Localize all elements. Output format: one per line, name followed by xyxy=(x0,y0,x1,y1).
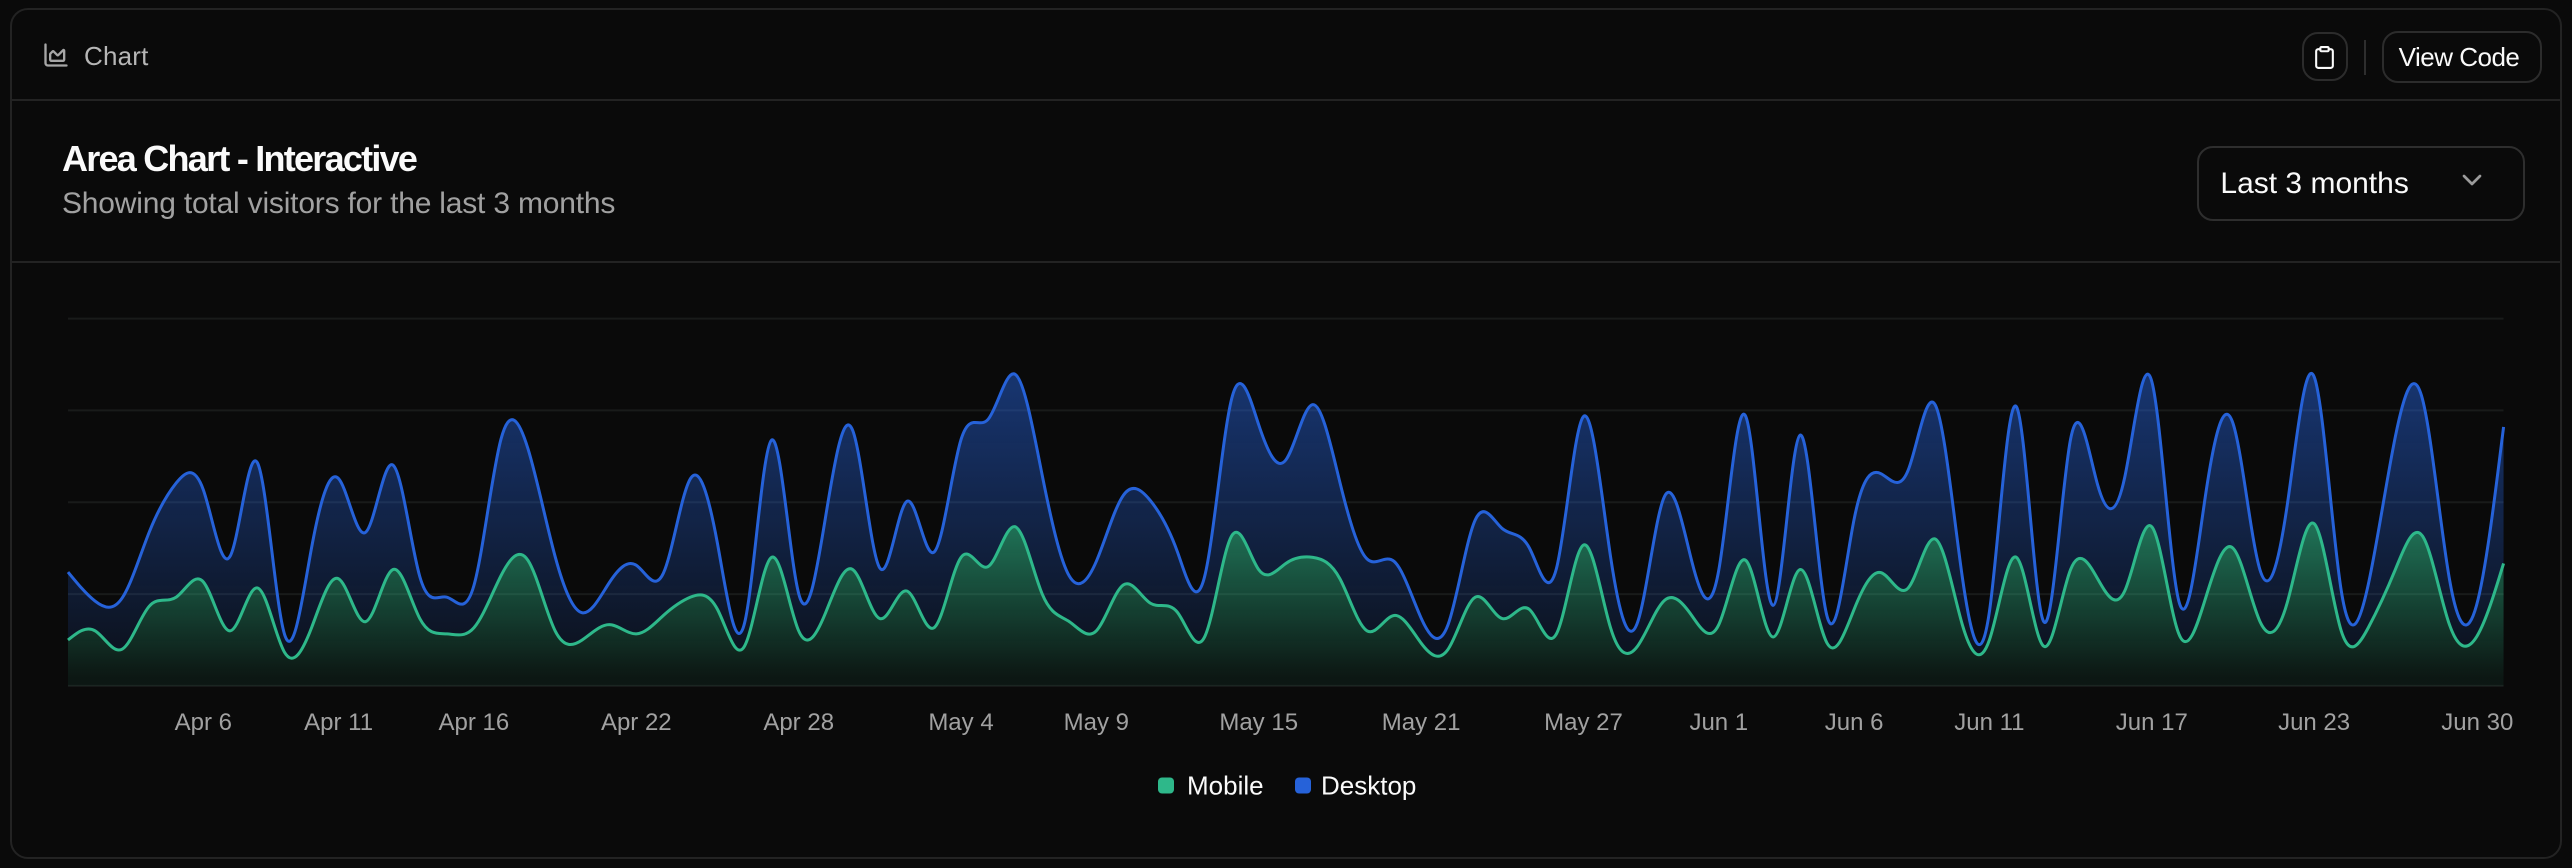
svg-text:Jun 23: Jun 23 xyxy=(2278,709,2350,736)
svg-text:Jun 6: Jun 6 xyxy=(1825,709,1884,736)
svg-text:Apr 11: Apr 11 xyxy=(304,709,373,736)
svg-text:Jun 1: Jun 1 xyxy=(1689,709,1748,736)
svg-text:Apr 16: Apr 16 xyxy=(439,709,510,736)
svg-text:May 9: May 9 xyxy=(1064,709,1129,736)
svg-text:Apr 22: Apr 22 xyxy=(601,709,672,736)
svg-text:Desktop: Desktop xyxy=(1321,771,1416,801)
svg-text:May 27: May 27 xyxy=(1544,709,1623,736)
svg-text:Jun 30: Jun 30 xyxy=(2441,709,2513,736)
svg-text:May 21: May 21 xyxy=(1382,709,1461,736)
svg-text:May 15: May 15 xyxy=(1219,709,1298,736)
svg-text:Jun 17: Jun 17 xyxy=(2116,709,2188,736)
svg-text:Jun 11: Jun 11 xyxy=(1954,709,2024,736)
svg-text:Apr 28: Apr 28 xyxy=(763,709,834,736)
svg-text:May 4: May 4 xyxy=(928,709,993,736)
svg-text:Mobile: Mobile xyxy=(1187,771,1264,801)
svg-text:Apr 6: Apr 6 xyxy=(175,709,232,736)
